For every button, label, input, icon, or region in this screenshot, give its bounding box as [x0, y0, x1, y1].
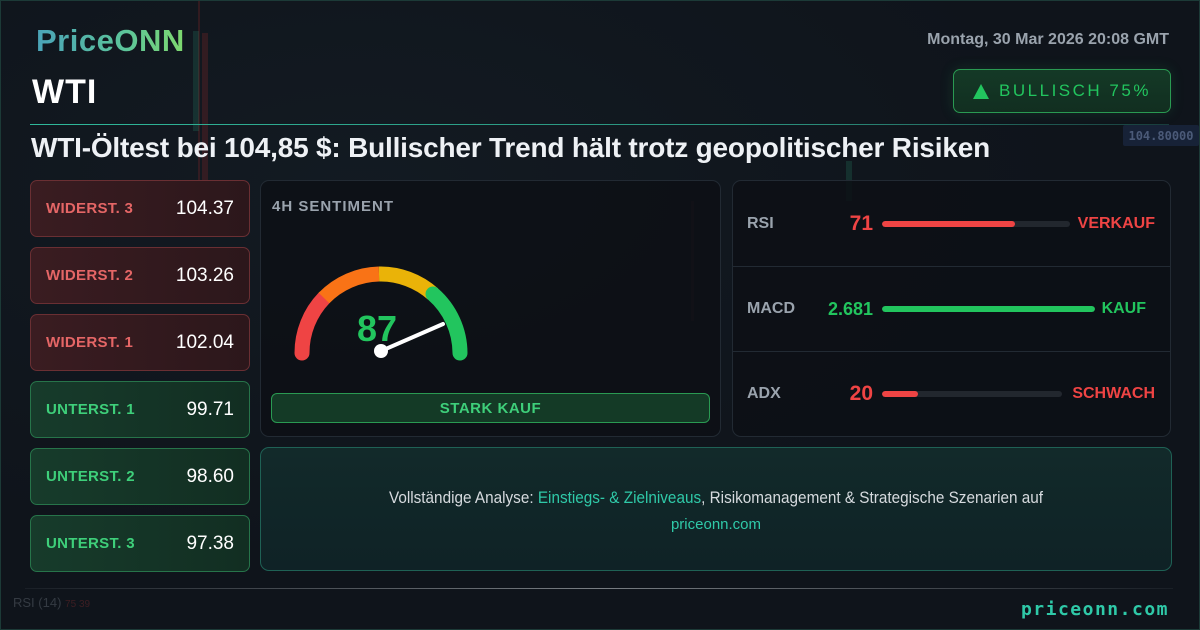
level-resistance-2: WIDERST. 2 103.26 — [30, 247, 250, 304]
cta-link[interactable]: priceonn.com — [670, 516, 762, 533]
indicator-signal: KAUF — [1101, 300, 1146, 317]
indicator-signal: SCHWACH — [1072, 385, 1155, 402]
header-divider — [30, 124, 1169, 125]
indicator-name: ADX — [747, 385, 781, 402]
sentiment-score: 87 — [357, 308, 398, 349]
level-label: WIDERST. 3 — [46, 200, 134, 217]
level-resistance-1: WIDERST. 1 102.04 — [30, 314, 250, 371]
indicator-value: 2.681 — [827, 298, 873, 319]
bg-chart-wick — [198, 1, 200, 181]
headline: WTI-Öltest bei 104,85 $: Bullischer Tren… — [31, 132, 990, 163]
indicator-value: 71 — [849, 211, 873, 235]
cta-prefix: Vollständige Analyse: — [388, 488, 538, 507]
level-label: WIDERST. 2 — [46, 267, 134, 284]
level-value: 97.38 — [186, 532, 234, 554]
bg-rsi-period: (14) — [38, 595, 62, 610]
bg-chart-candle — [202, 33, 208, 183]
level-label: WIDERST. 1 — [46, 334, 134, 351]
bias-label: BULLISCH 75% — [999, 81, 1151, 100]
sentiment-card: 4H SENTIMENT 87 STARK KAUF — [260, 180, 721, 437]
levels-list: WIDERST. 3 104.37 WIDERST. 2 103.26 WIDE… — [30, 180, 250, 582]
indicator-macd: MACD 2.681 KAUF — [733, 266, 1170, 351]
indicator-signal: VERKAUF — [1077, 214, 1155, 232]
level-value: 104.37 — [175, 197, 234, 219]
level-value: 99.71 — [186, 398, 234, 420]
indicator-rsi: RSI 71 VERKAUF — [733, 181, 1170, 266]
cta-text: Vollständige Analyse: Einstiegs- & Zieln… — [307, 488, 1126, 508]
footer-divider — [25, 588, 1173, 589]
bg-rsi-name: RSI — [13, 595, 35, 610]
indicator-bar — [882, 220, 1070, 227]
cta-suffix: , Risikomanagement & Strategische Szenar… — [701, 488, 1044, 507]
level-value: 102.04 — [175, 331, 234, 353]
triangle-up-icon — [973, 83, 990, 99]
bg-chart-candle — [193, 31, 199, 131]
level-support-2: UNTERST. 2 98.60 — [30, 448, 250, 505]
gauge-icon — [294, 266, 468, 361]
indicator-name: MACD — [747, 300, 795, 317]
sentiment-title: 4H SENTIMENT — [272, 198, 395, 215]
brand-logo: PriceONN — [36, 23, 185, 58]
level-support-3: UNTERST. 3 97.38 — [30, 515, 250, 572]
level-support-1: UNTERST. 1 99.71 — [30, 381, 250, 438]
indicator-bar — [882, 306, 1095, 312]
cta-highlight: Einstiegs- & Zielniveaus — [537, 488, 702, 507]
indicator-value: 20 — [849, 382, 873, 405]
indicator-adx: ADX 20 SCHWACH — [733, 351, 1170, 436]
indicator-name: RSI — [747, 214, 774, 232]
level-label: UNTERST. 1 — [46, 401, 135, 418]
footer-domain-link[interactable]: priceonn.com — [1020, 599, 1169, 620]
level-label: UNTERST. 2 — [46, 468, 135, 485]
datetime: Montag, 30 Mar 2026 20:08 GMT — [927, 31, 1169, 48]
bg-price-tag: 104.80000 — [1123, 125, 1199, 146]
bias-badge: BULLISCH 75% — [953, 69, 1171, 113]
level-value: 103.26 — [175, 264, 234, 286]
indicator-bar — [882, 391, 1062, 397]
level-value: 98.60 — [186, 465, 234, 487]
indicators-card: RSI 71 VERKAUF MACD 2.681 KAUF ADX 20 SC… — [732, 180, 1171, 437]
level-label: UNTERST. 3 — [46, 535, 135, 552]
sentiment-signal: STARK KAUF — [271, 393, 710, 423]
level-resistance-3: WIDERST. 3 104.37 — [30, 180, 250, 237]
bg-rsi-values: 75 39 — [65, 599, 91, 610]
symbol-title: WTI — [32, 73, 98, 111]
bg-rsi-label: RSI (14) 75 39 — [13, 595, 90, 610]
analysis-cta[interactable]: Vollständige Analyse: Einstiegs- & Zieln… — [260, 447, 1172, 571]
